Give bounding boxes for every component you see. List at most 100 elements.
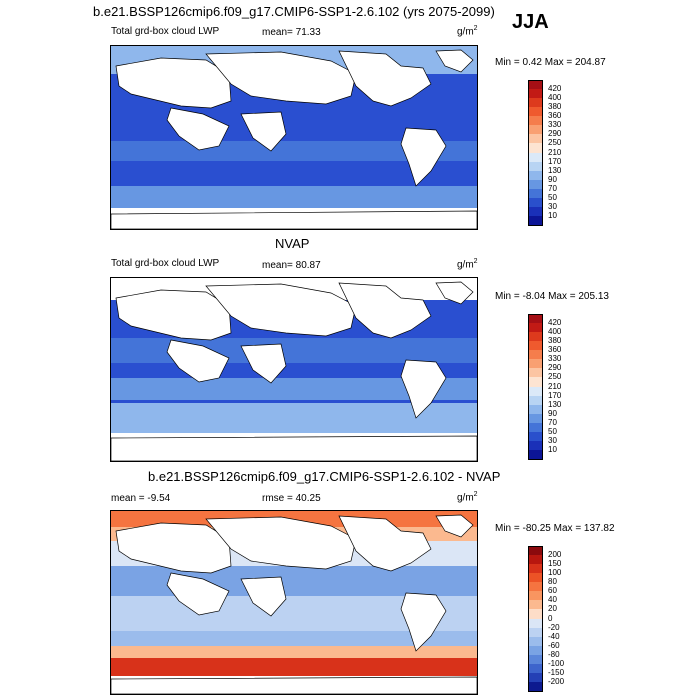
colorbar-tick-label: 30 (548, 201, 557, 211)
colorbar-tick-label: 60 (548, 586, 557, 596)
colorbar-tick-label: 210 (548, 381, 562, 391)
colorbar-tick-label: 360 (548, 345, 562, 355)
colorbar-swatch (528, 125, 543, 135)
colorbar-swatch (528, 564, 543, 574)
colorbar-tick-label: 20 (548, 604, 557, 614)
colorbar-tick-label: 40 (548, 595, 557, 605)
colorbar-swatch (528, 188, 543, 199)
panel3-rmse-value: 40.25 (295, 493, 321, 504)
main-title: b.e21.BSSP126cmip6.f09_g17.CMIP6-SSP1-2.… (93, 4, 495, 19)
colorbar-swatch (528, 431, 543, 442)
colorbar-swatch (528, 107, 543, 117)
colorbar-tick-label: 420 (548, 84, 562, 94)
colorbar-swatch (528, 645, 543, 656)
panel1-mean-label: mean= 71.33 (262, 27, 321, 38)
panel2-variable-label: Total grd-box cloud LWP (111, 258, 220, 269)
panel3-title: b.e21.BSSP126cmip6.f09_g17.CMIP6-SSP1-2.… (148, 469, 501, 484)
colorbar-tick-label: 330 (548, 354, 562, 364)
colorbar-swatch (528, 672, 543, 683)
panel2-colorbar: 420 400 380 360 330 290 250 210 170 130 90 70 50 30 10 (528, 314, 588, 460)
colorbar-swatch (528, 206, 543, 217)
colorbar-tick-label: 210 (548, 147, 562, 157)
colorbar-swatch (528, 609, 543, 619)
panel1-map (110, 45, 478, 230)
colorbar-swatch (528, 449, 543, 460)
colorbar-swatch (528, 197, 543, 208)
colorbar-tick-label: 70 (548, 183, 557, 193)
panel3-units: g/m2 (457, 491, 478, 504)
colorbar-tick-label: 170 (548, 156, 562, 166)
colorbar-tick-label: 100 (548, 568, 562, 578)
colorbar-tick-label: 250 (548, 372, 562, 382)
colorbar-tick-label: -20 (548, 622, 560, 632)
colorbar-tick-label: 80 (548, 577, 557, 587)
panel2-map (110, 277, 478, 462)
colorbar-swatch (528, 116, 543, 126)
panel1-minmax: Min = 0.42 Max = 204.87 (495, 57, 606, 68)
colorbar-tick-label: 170 (548, 390, 562, 400)
colorbar-swatch (528, 368, 543, 378)
colorbar-swatch (528, 654, 543, 665)
colorbar-swatch (528, 179, 543, 190)
colorbar-tick-label: 290 (548, 129, 562, 139)
panel3-colorbar: 200 150 100 80 60 40 20 0 -20 -40 -60 -80 -100 -150 -2… (528, 546, 588, 692)
colorbar-swatch (528, 404, 543, 415)
colorbar-swatch (528, 681, 543, 692)
colorbar-tick-label: 400 (548, 93, 562, 103)
colorbar-swatch (528, 573, 543, 583)
panel3-map-plot (111, 511, 477, 694)
panel1-mean-value: 71.33 (295, 27, 321, 38)
colorbar-swatch (528, 323, 543, 333)
colorbar-swatch (528, 161, 543, 172)
colorbar-swatch (528, 80, 543, 90)
colorbar-tick-label: 400 (548, 327, 562, 337)
panel2-title: NVAP (275, 236, 310, 251)
colorbar-tick-label: 420 (548, 318, 562, 328)
colorbar-swatch (528, 618, 543, 629)
colorbar-tick-label: 380 (548, 102, 562, 112)
season-label: JJA (512, 11, 549, 33)
colorbar-tick-label: -100 (548, 658, 565, 668)
colorbar-swatch (528, 386, 543, 397)
colorbar-swatch (528, 546, 543, 556)
colorbar-tick-label: 130 (548, 399, 562, 409)
panel2-mean-label: mean= 80.87 (262, 260, 321, 271)
colorbar-swatch (528, 170, 543, 181)
colorbar-tick-label: 50 (548, 192, 557, 202)
colorbar-swatch (528, 134, 543, 144)
panel2-units: g/m2 (457, 258, 478, 271)
colorbar-swatch (528, 395, 543, 406)
colorbar-swatch (528, 422, 543, 433)
colorbar-swatch (528, 377, 543, 387)
colorbar-swatch (528, 582, 543, 592)
colorbar-tick-label: 10 (548, 210, 557, 220)
colorbar-tick-label: 330 (548, 120, 562, 130)
colorbar-swatch (528, 143, 543, 153)
panel3-minmax: Min = -80.25 Max = 137.82 (495, 523, 615, 534)
colorbar-tick-label: -80 (548, 649, 560, 659)
colorbar-tick-label: 0 (548, 613, 553, 623)
colorbar-tick-label: 50 (548, 426, 557, 436)
colorbar-tick-label: 250 (548, 138, 562, 148)
colorbar-tick-label: 90 (548, 408, 557, 418)
colorbar-swatch (528, 440, 543, 451)
colorbar-swatch (528, 636, 543, 647)
colorbar-swatch (528, 591, 543, 601)
panel3-rmse-label: rmse = 40.25 (262, 493, 321, 504)
colorbar-tick-label: 150 (548, 559, 562, 569)
panel3-map (110, 510, 478, 695)
colorbar-tick-label: -40 (548, 631, 560, 641)
colorbar-tick-label: -150 (548, 667, 565, 677)
colorbar-tick-label: 90 (548, 174, 557, 184)
colorbar-swatch (528, 413, 543, 424)
colorbar-swatch (528, 152, 543, 163)
colorbar-swatch (528, 341, 543, 351)
panel2-minmax: Min = -8.04 Max = 205.13 (495, 291, 609, 302)
panel1-units: g/m2 (457, 25, 478, 38)
colorbar-tick-label: 380 (548, 336, 562, 346)
colorbar-swatch (528, 663, 543, 674)
colorbar-swatch (528, 359, 543, 369)
panel1-colorbar: 420 400 380 360 330 290 250 210 170 130 90 70 50 30 10 (528, 80, 588, 226)
colorbar-swatch (528, 215, 543, 226)
colorbar-swatch (528, 89, 543, 99)
